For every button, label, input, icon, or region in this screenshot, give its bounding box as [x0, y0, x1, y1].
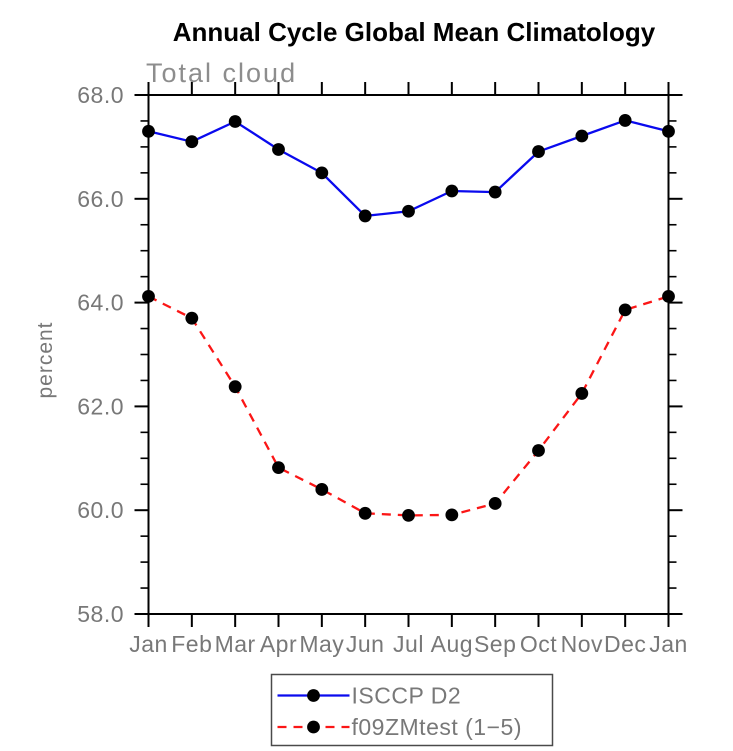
legend-label: f09ZMtest (1−5)	[352, 714, 522, 740]
y-tick-label: 64.0	[77, 290, 124, 316]
legend-marker	[307, 689, 320, 702]
data-point	[142, 124, 155, 138]
data-point	[402, 204, 415, 218]
y-tick-label: 66.0	[77, 186, 124, 212]
data-point	[575, 387, 589, 400]
chart-title: Annual Cycle Global Mean Climatology	[173, 17, 656, 47]
legend: ISCCP D2 f09ZMtest (1−5)	[270, 673, 554, 747]
x-tick-label: Dec	[604, 631, 646, 657]
series-line-0	[148, 119, 669, 218]
data-point	[618, 303, 632, 317]
x-tick-label: Aug	[431, 631, 473, 657]
data-point	[402, 508, 415, 522]
y-tick-label: 60.0	[77, 497, 124, 523]
data-point	[532, 145, 545, 158]
x-tick-label: Jun	[346, 631, 385, 657]
series-lines	[142, 114, 675, 522]
data-point	[618, 114, 632, 127]
x-tick-label: Mar	[215, 631, 256, 657]
data-point	[358, 209, 372, 223]
data-point	[272, 143, 285, 156]
legend-box	[270, 673, 554, 747]
data-point	[575, 129, 589, 143]
x-tick-label: Apr	[260, 631, 297, 657]
plot-frame	[147, 94, 670, 615]
x-tick-label: Feb	[171, 631, 212, 657]
data-point	[488, 185, 502, 199]
data-point	[142, 289, 155, 303]
axes: Jan Feb Mar Apr May Jun Jul Aug Sep Oct Nov Dec Jan5…	[77, 82, 688, 657]
y-tick-label: 58.0	[77, 601, 124, 627]
y-tick-label: 68.0	[77, 82, 124, 108]
data-point	[185, 311, 199, 325]
data-point	[315, 166, 329, 180]
data-point	[488, 497, 502, 510]
data-point	[185, 135, 199, 149]
legend-label: ISCCP D2	[352, 683, 462, 709]
x-tick-label: Jan	[129, 631, 168, 657]
data-point	[445, 508, 459, 522]
series-line-1	[147, 295, 669, 517]
x-tick-label: May	[299, 631, 344, 657]
x-tick-label: Jan	[649, 631, 688, 657]
data-point	[358, 506, 372, 520]
data-point	[228, 115, 242, 128]
data-point	[662, 124, 675, 138]
data-point	[662, 289, 675, 303]
data-point	[228, 380, 242, 394]
data-point	[272, 461, 285, 475]
chart-subtitle: Total cloud	[146, 58, 297, 88]
y-tick-label: 62.0	[77, 393, 124, 419]
data-point	[532, 444, 545, 457]
x-tick-label: Nov	[561, 631, 603, 657]
data-point	[445, 184, 459, 198]
x-tick-label: Sep	[474, 631, 516, 657]
x-tick-label: Jul	[393, 631, 424, 657]
x-tick-label: Oct	[520, 631, 557, 657]
y-axis-label: percent	[34, 321, 57, 398]
legend-marker	[307, 720, 320, 734]
data-point	[315, 483, 329, 496]
